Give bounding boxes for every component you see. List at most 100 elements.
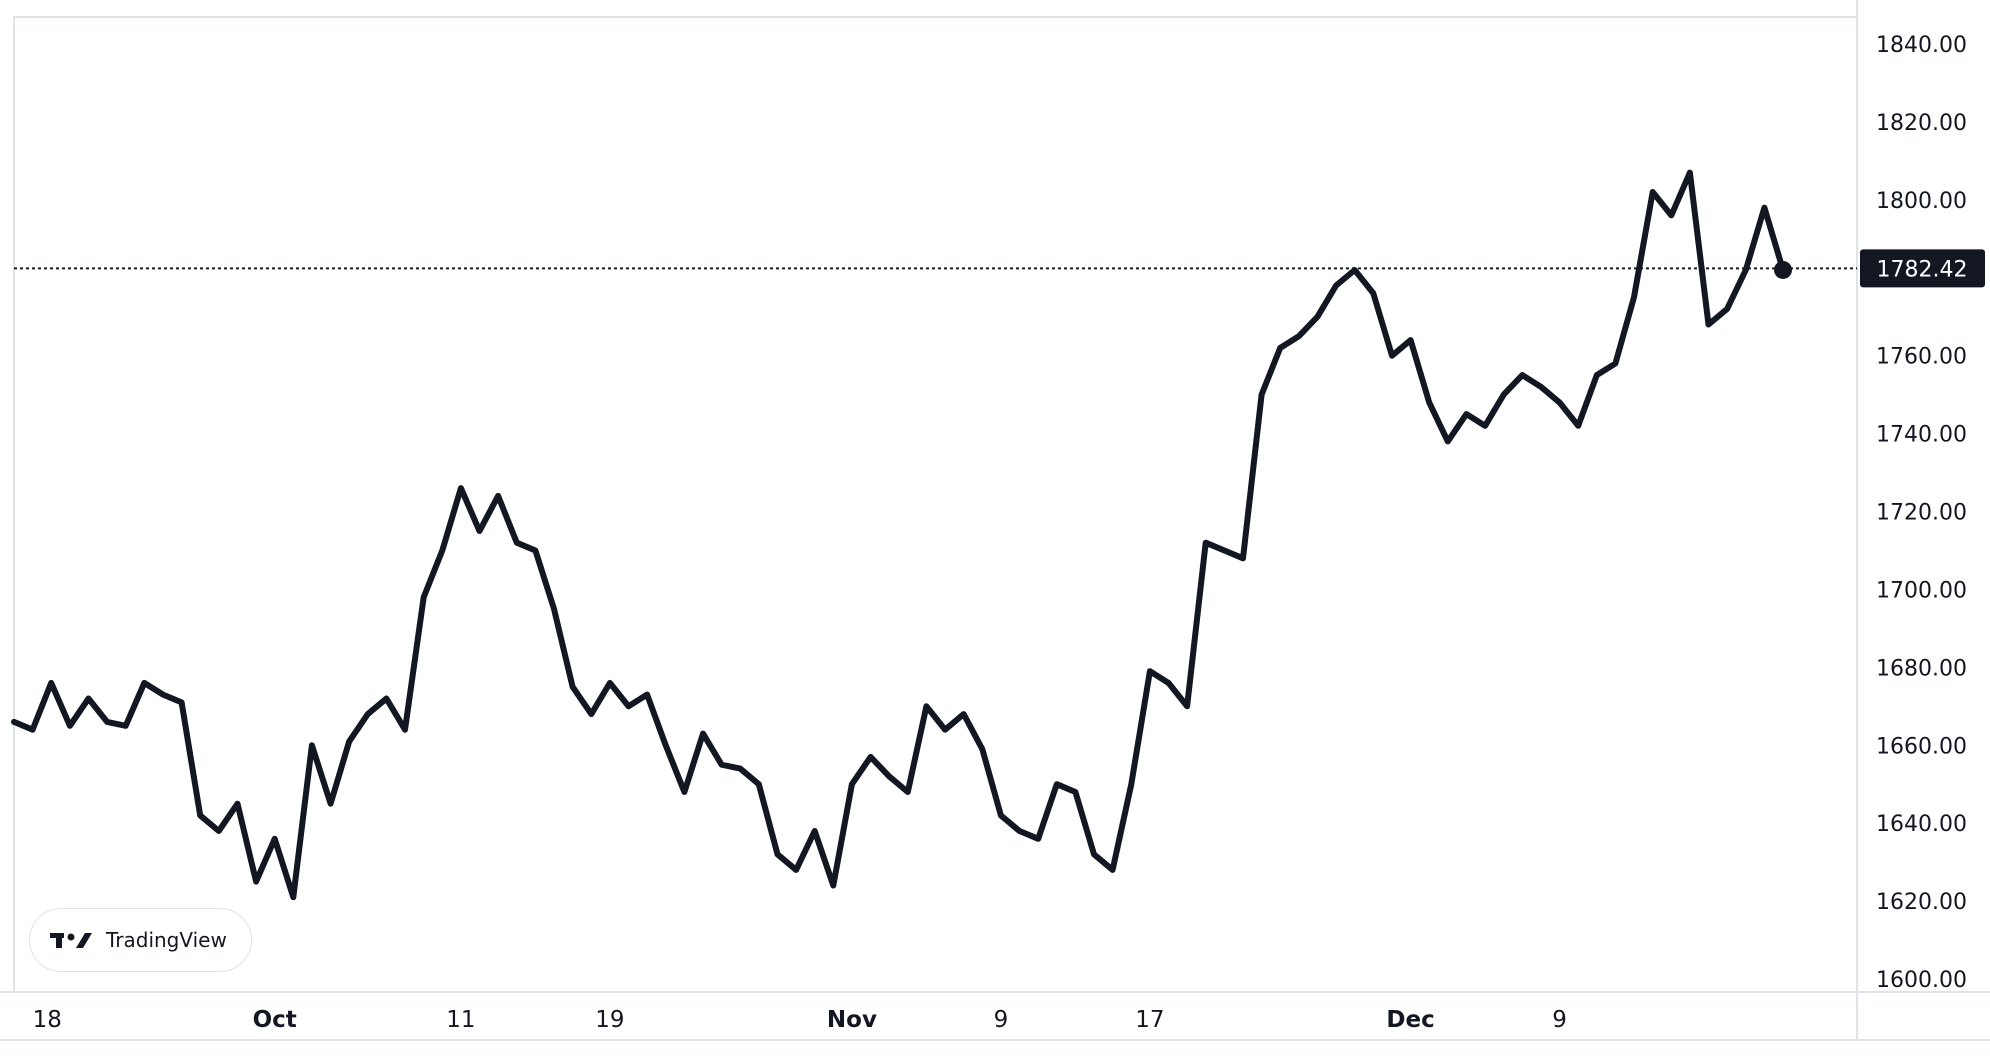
price-point	[51, 682, 52, 683]
price-point	[554, 608, 555, 609]
price-point	[144, 682, 145, 683]
price-point	[1261, 394, 1262, 395]
price-point	[535, 550, 536, 551]
price-point	[237, 803, 238, 804]
x-tick-label: Dec	[1386, 1007, 1434, 1033]
price-point	[1187, 706, 1188, 707]
price-point	[1559, 402, 1560, 403]
price-point	[1764, 207, 1765, 208]
price-point	[1671, 215, 1672, 216]
tradingview-logo-text: TradingView	[106, 928, 227, 952]
price-point	[1615, 363, 1616, 364]
price-point	[14, 721, 15, 722]
x-tick-label: 18	[33, 1007, 62, 1033]
price-point	[1410, 340, 1411, 341]
price-point	[889, 776, 890, 777]
price-point	[367, 714, 368, 715]
price-point	[1447, 441, 1448, 442]
x-tick-label: Nov	[827, 1007, 877, 1033]
price-point	[1131, 784, 1132, 785]
price-point	[386, 698, 387, 699]
price-point	[740, 768, 741, 769]
price-point	[1280, 347, 1281, 348]
price-point	[498, 495, 499, 496]
price-point	[945, 729, 946, 730]
price-point	[32, 729, 33, 730]
y-tick-label: 1800.00	[1876, 189, 1967, 214]
price-point	[647, 694, 648, 695]
price-point	[702, 733, 703, 734]
plot-area-border	[13, 16, 1858, 993]
price-point	[107, 721, 108, 722]
tradingview-logo-icon	[50, 933, 92, 948]
price-point	[1689, 172, 1690, 173]
price-point	[814, 830, 815, 831]
price-point	[1429, 402, 1430, 403]
x-tick-label: 9	[994, 1007, 1009, 1033]
price-point	[665, 745, 666, 746]
price-point	[1205, 542, 1206, 543]
price-point	[1466, 414, 1467, 415]
y-tick-label: 1620.00	[1876, 890, 1967, 915]
price-point	[200, 815, 201, 816]
price-point	[1596, 375, 1597, 376]
price-point	[591, 714, 592, 715]
y-tick-label: 1840.00	[1876, 33, 1967, 58]
price-point	[330, 803, 331, 804]
price-point	[1317, 316, 1318, 317]
price-point	[1373, 293, 1374, 294]
price-point	[1094, 854, 1095, 855]
last-price-marker	[1774, 260, 1792, 279]
last-price-label: 1782.42	[1877, 257, 1968, 282]
y-tick-label: 1640.00	[1876, 812, 1967, 837]
time-axis[interactable]: 18 Oct 11 19 Nov 9 17 Dec 9	[33, 1007, 1567, 1033]
price-point	[1578, 425, 1579, 426]
price-point	[69, 725, 70, 726]
price-point	[1503, 394, 1504, 395]
price-point	[1708, 324, 1709, 325]
price-point	[479, 530, 480, 531]
price-point	[516, 542, 517, 543]
price-point	[907, 792, 908, 793]
price-point	[1298, 336, 1299, 337]
x-tick-label: 19	[595, 1007, 624, 1033]
y-tick-label: 1720.00	[1876, 501, 1967, 526]
price-point	[1224, 550, 1225, 551]
price-point	[1745, 269, 1746, 270]
tradingview-badge[interactable]: TradingView	[29, 908, 252, 972]
price-point	[460, 488, 461, 489]
price-point	[1168, 682, 1169, 683]
price-point	[423, 597, 424, 598]
price-point	[349, 741, 350, 742]
price-point	[311, 745, 312, 746]
price-point	[1336, 285, 1337, 286]
y-tick-label: 1740.00	[1876, 423, 1967, 448]
price-point	[125, 725, 126, 726]
price-point	[721, 764, 722, 765]
price-point	[777, 854, 778, 855]
price-point	[274, 838, 275, 839]
price-point	[870, 756, 871, 757]
x-tick-label: 17	[1135, 1007, 1164, 1033]
price-point	[572, 686, 573, 687]
price-point	[1149, 671, 1150, 672]
price-point	[1634, 297, 1635, 298]
price-axis[interactable]: 1600.00 1620.00 1640.00 1660.00 1680.00 1700.…	[1876, 33, 1967, 993]
y-tick-label: 1700.00	[1876, 578, 1967, 603]
price-point	[442, 550, 443, 551]
y-tick-label: 1820.00	[1876, 111, 1967, 136]
price-point	[684, 792, 685, 793]
price-point	[1485, 425, 1486, 426]
price-series-line	[11, 169, 1786, 901]
price-point	[1056, 784, 1057, 785]
price-point	[628, 706, 629, 707]
price-point	[293, 897, 294, 898]
y-tick-label: 1760.00	[1876, 345, 1967, 370]
y-tick-label: 1680.00	[1876, 656, 1967, 681]
price-point	[833, 885, 834, 886]
price-point	[1000, 815, 1001, 816]
price-point	[1242, 558, 1243, 559]
last-price-badge	[1860, 249, 1985, 288]
